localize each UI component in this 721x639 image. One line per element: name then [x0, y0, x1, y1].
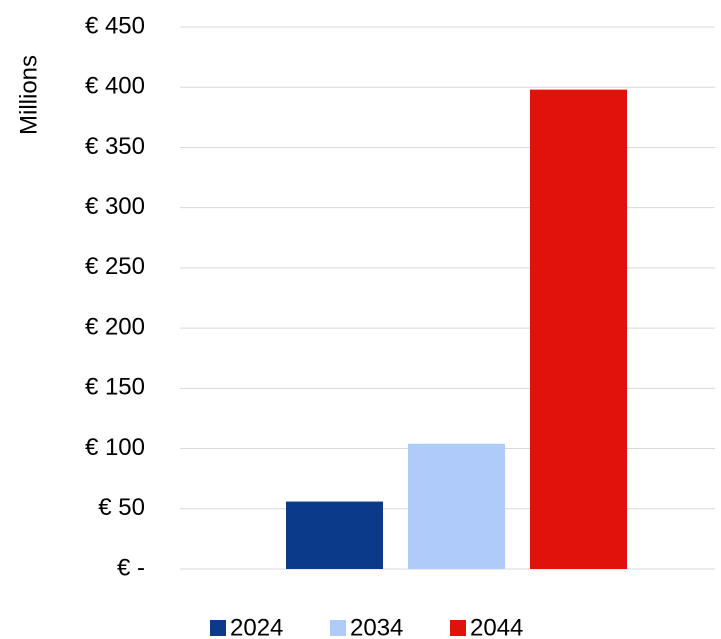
bar	[408, 443, 505, 569]
y-axis-label: Millions	[15, 55, 42, 135]
y-tick-label: € 200	[85, 313, 145, 340]
legend-label: 2024	[230, 614, 283, 639]
y-tick-label: € 350	[85, 133, 145, 160]
legend-swatch	[330, 620, 346, 636]
y-tick-label: € 400	[85, 73, 145, 100]
bar	[530, 89, 627, 570]
legend-label: 2044	[470, 614, 523, 639]
bar	[286, 501, 383, 569]
y-tick-label: € 50	[98, 494, 145, 521]
legend-label: 2034	[350, 614, 403, 639]
y-tick-label: € 100	[85, 434, 145, 461]
y-tick-label: € 250	[85, 253, 145, 280]
y-tick-label: € 150	[85, 374, 145, 401]
y-tick-label: € 300	[85, 193, 145, 220]
y-tick-label: € 450	[85, 12, 145, 39]
legend-swatch	[450, 620, 466, 636]
legend-swatch	[210, 620, 226, 636]
y-tick-label: € -	[117, 554, 145, 581]
